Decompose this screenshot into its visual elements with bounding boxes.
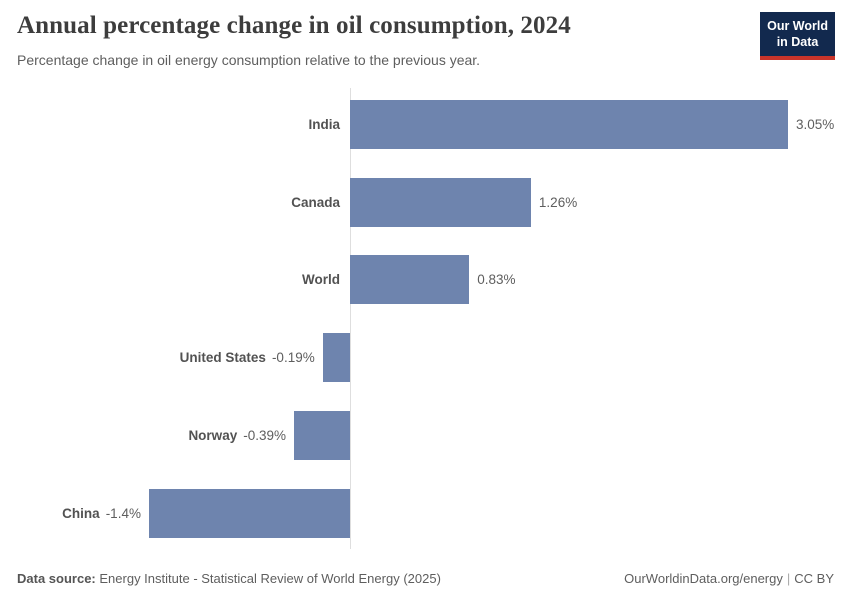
value-label: -0.39% bbox=[243, 427, 286, 443]
chart-area: India 3.05% Canada 1.26% World 0.83% United St… bbox=[16, 88, 834, 549]
category-label: Canada bbox=[291, 194, 340, 210]
bar-row: China -1.4% bbox=[16, 488, 834, 538]
category-value-label: Norway -0.39% bbox=[188, 411, 286, 460]
owid-logo-line2: in Data bbox=[776, 35, 819, 50]
bar-united-states[interactable] bbox=[322, 333, 350, 383]
category-label: India bbox=[308, 117, 340, 132]
bar-norway[interactable] bbox=[293, 410, 350, 460]
category-value-label: China -1.4% bbox=[62, 489, 141, 538]
value-label: -0.19% bbox=[271, 350, 315, 366]
data-source-note: Data source: Energy Institute - Statisti… bbox=[17, 571, 441, 586]
footer-separator: | bbox=[786, 571, 791, 586]
zero-axis-line bbox=[350, 88, 351, 549]
bar-row: World 0.83% bbox=[16, 255, 834, 305]
category-label: World bbox=[302, 272, 340, 288]
data-source-label: Data source: bbox=[17, 571, 96, 586]
bar-row: India 3.05% bbox=[16, 100, 834, 149]
license-label: CC BY bbox=[794, 571, 834, 586]
bar-row: Canada 1.26% bbox=[16, 177, 834, 227]
footer-attribution: OurWorldinData.org/energy | CC BY bbox=[624, 571, 834, 586]
value-label: 3.05% bbox=[795, 117, 835, 132]
bar-canada[interactable] bbox=[350, 177, 531, 227]
bar-row: United States -0.19% bbox=[16, 333, 834, 383]
bar-row: Norway -0.39% bbox=[16, 410, 834, 460]
owid-logo-line1: Our World bbox=[767, 19, 828, 33]
chart-subtitle: Percentage change in oil energy consumpt… bbox=[17, 52, 481, 68]
bar-world[interactable] bbox=[350, 255, 470, 305]
category-value-label: United States -0.19% bbox=[180, 333, 315, 382]
value-label: 0.83% bbox=[477, 272, 516, 288]
data-source-text: Energy Institute - Statistical Review of… bbox=[99, 571, 441, 586]
owid-logo[interactable]: Our World in Data bbox=[760, 12, 835, 60]
bar-india[interactable] bbox=[350, 100, 788, 149]
owid-url-link[interactable]: OurWorldinData.org/energy bbox=[624, 571, 783, 586]
value-label: -1.4% bbox=[105, 505, 141, 521]
category-label: United States bbox=[179, 350, 266, 366]
chart-title: Annual percentage change in oil consumpt… bbox=[17, 12, 571, 39]
bar-china[interactable] bbox=[148, 488, 350, 538]
value-label: 1.26% bbox=[538, 194, 578, 210]
category-label: Norway bbox=[188, 427, 238, 443]
category-label: China bbox=[62, 505, 100, 521]
chart-footer: Data source: Energy Institute - Statisti… bbox=[17, 571, 834, 586]
